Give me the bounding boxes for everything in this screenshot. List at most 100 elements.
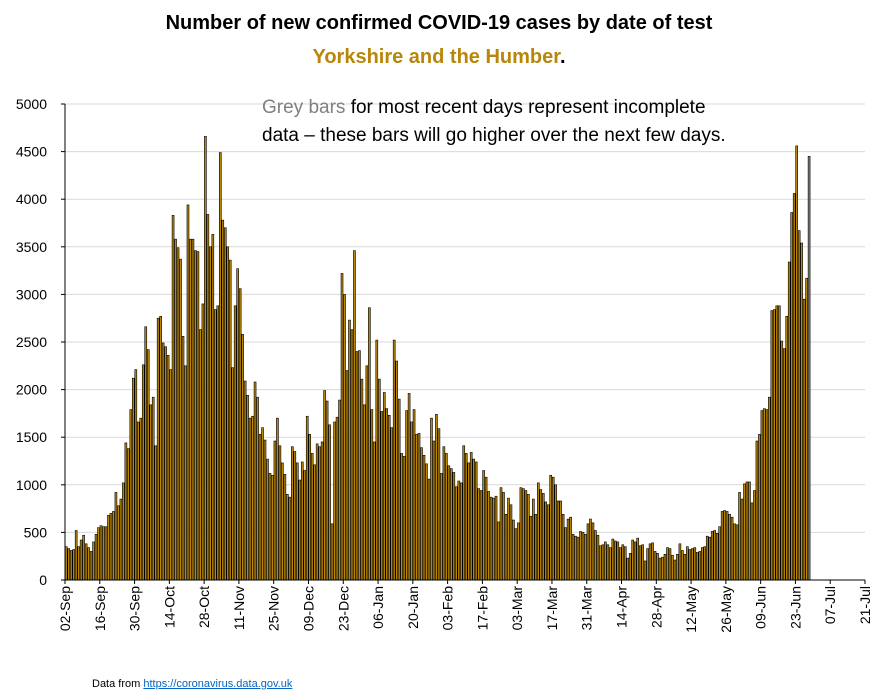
- bar: [377, 378, 381, 581]
- bar: [534, 514, 538, 581]
- bar: [566, 518, 570, 581]
- bar: [67, 548, 71, 581]
- bar: [546, 504, 550, 581]
- bar: [509, 504, 513, 581]
- bar: [218, 152, 222, 581]
- bar: [283, 474, 287, 581]
- bar: [755, 440, 759, 581]
- bar: [107, 514, 110, 581]
- bar: [164, 346, 167, 581]
- bar: [248, 417, 252, 581]
- bar: [435, 414, 438, 581]
- bar: [559, 500, 562, 581]
- x-tick-label: 17-Feb: [474, 586, 490, 631]
- bar: [129, 409, 133, 581]
- note-grey-bars-label: Grey bars: [262, 97, 346, 118]
- bar: [591, 522, 595, 581]
- bar: [693, 547, 697, 581]
- x-tick-label: 14-Oct: [161, 586, 177, 628]
- bar: [141, 364, 145, 581]
- bar: [74, 530, 78, 581]
- bar: [256, 396, 259, 581]
- bar: [216, 305, 220, 581]
- bar: [146, 349, 150, 581]
- bar: [691, 548, 694, 581]
- bar: [94, 534, 98, 581]
- bar: [117, 505, 120, 581]
- bar: [678, 543, 682, 581]
- bar: [668, 548, 672, 581]
- bar: [554, 484, 557, 581]
- bar: [286, 494, 289, 581]
- bar: [151, 396, 155, 581]
- bar: [166, 355, 170, 581]
- bar: [765, 409, 769, 581]
- bar: [395, 360, 398, 581]
- bar: [243, 380, 247, 581]
- bar: [325, 400, 329, 581]
- bar: [370, 409, 374, 581]
- bar: [407, 393, 411, 581]
- bar: [477, 488, 480, 581]
- bar: [199, 329, 202, 581]
- x-tick-label: 30-Sep: [127, 586, 143, 631]
- bar: [787, 261, 791, 581]
- bar: [564, 527, 567, 581]
- y-tick-label: 4000: [16, 191, 47, 207]
- bar: [748, 481, 751, 581]
- bar: [246, 395, 249, 581]
- bar: [479, 490, 483, 581]
- bar: [807, 156, 811, 581]
- bar: [651, 542, 654, 581]
- y-tick-label: 5000: [16, 96, 47, 112]
- bar: [569, 516, 572, 581]
- y-tick-label: 4500: [16, 144, 47, 160]
- bar: [450, 468, 453, 581]
- x-tick-label: 31-Mar: [579, 586, 595, 631]
- y-tick-label: 1500: [16, 429, 47, 445]
- bar: [524, 490, 528, 581]
- bar: [740, 498, 744, 581]
- bar: [355, 351, 359, 581]
- bar: [186, 204, 190, 581]
- bar: [258, 434, 262, 581]
- bar: [276, 417, 279, 581]
- bar: [112, 511, 115, 581]
- bar: [119, 498, 123, 581]
- bar: [489, 496, 493, 581]
- bar: [584, 534, 587, 581]
- bar: [136, 421, 140, 581]
- bar: [452, 472, 456, 581]
- bar: [385, 408, 389, 581]
- x-tick-label: 23-Dec: [335, 586, 351, 631]
- bar: [661, 556, 664, 581]
- bar: [305, 415, 309, 581]
- bar: [241, 334, 244, 581]
- bar: [206, 214, 210, 581]
- bar: [507, 497, 510, 581]
- x-tick-label: 07-Jul: [822, 586, 838, 624]
- bar: [698, 551, 702, 581]
- bar: [315, 443, 319, 581]
- bar: [763, 408, 766, 581]
- bar: [134, 369, 138, 581]
- bar: [430, 417, 433, 581]
- bar: [387, 415, 391, 581]
- bar: [797, 230, 801, 581]
- chart-subtitle: Yorkshire and the Humber.: [0, 46, 878, 69]
- bar: [417, 433, 421, 581]
- bar: [392, 339, 396, 581]
- bar: [616, 541, 620, 581]
- bar: [340, 273, 344, 581]
- bar: [703, 546, 707, 581]
- bar: [574, 535, 577, 581]
- bar: [211, 234, 215, 581]
- bar: [313, 464, 316, 581]
- bar: [194, 250, 197, 581]
- bar: [122, 482, 125, 581]
- source-link[interactable]: https://coronavirus.data.gov.uk: [143, 678, 293, 690]
- bar: [487, 491, 490, 581]
- bar: [174, 238, 177, 581]
- bar: [599, 545, 602, 581]
- bar: [571, 534, 575, 581]
